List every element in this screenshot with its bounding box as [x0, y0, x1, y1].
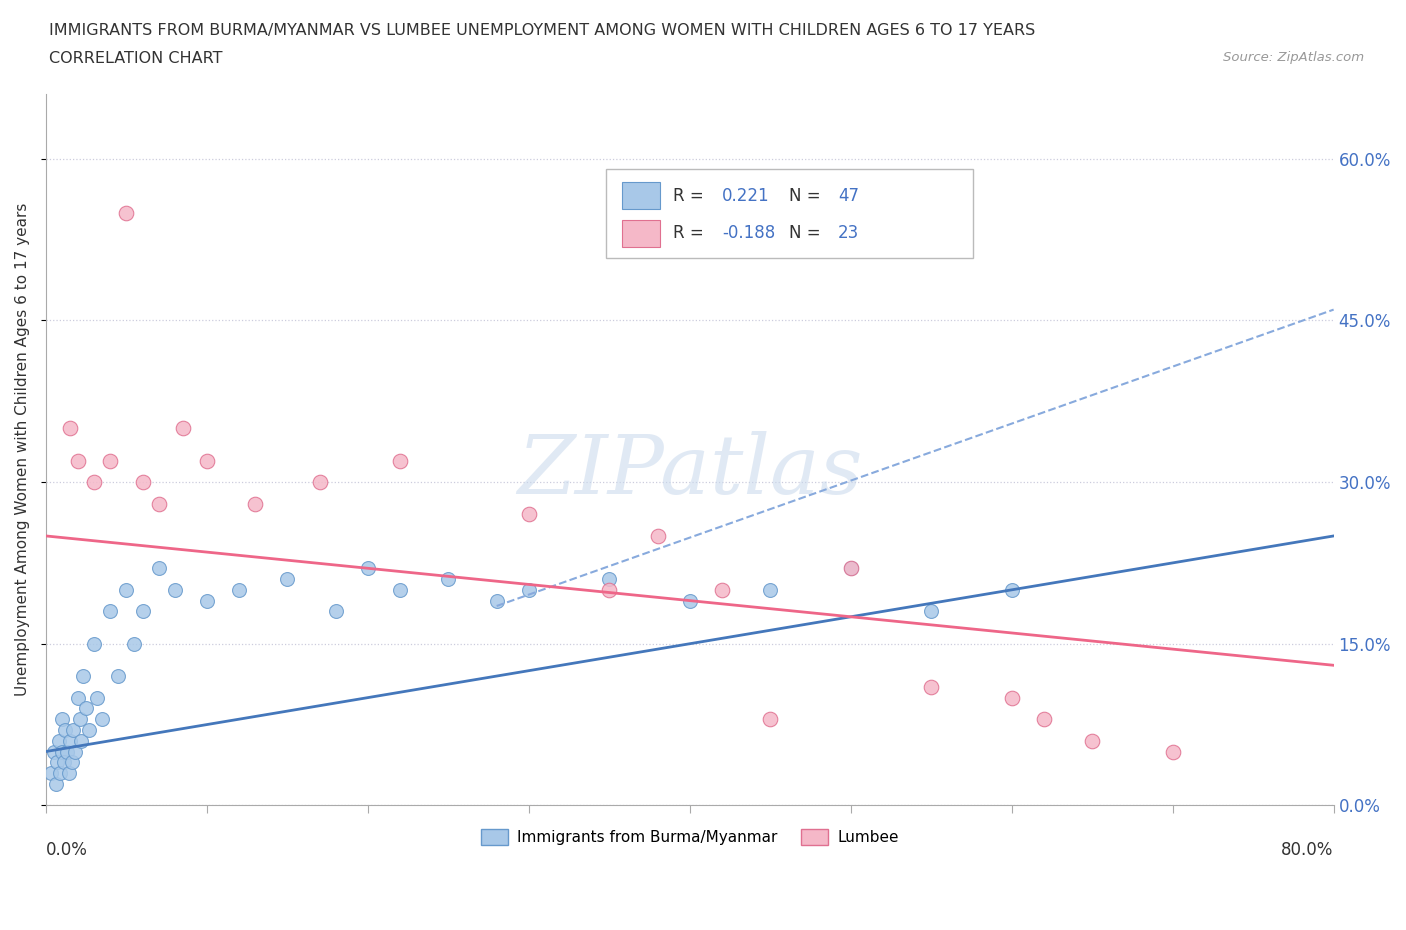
- Point: [56, 744, 79, 759]
- Point: [75, 701, 97, 716]
- Point: [308, 474, 330, 489]
- Point: [276, 572, 298, 587]
- Text: R =: R =: [673, 224, 709, 243]
- Point: [228, 582, 250, 597]
- Point: [39, 765, 62, 780]
- Point: [1161, 744, 1184, 759]
- Point: [172, 420, 194, 435]
- Point: [51, 744, 73, 759]
- Point: [124, 636, 146, 651]
- Point: [647, 528, 669, 543]
- Point: [45, 777, 67, 791]
- Point: [62, 723, 84, 737]
- Point: [52, 755, 75, 770]
- Point: [79, 723, 101, 737]
- Point: [131, 474, 153, 489]
- Point: [389, 582, 412, 597]
- Point: [72, 669, 94, 684]
- Point: [245, 497, 267, 512]
- Text: 0.221: 0.221: [723, 187, 769, 205]
- Point: [839, 561, 862, 576]
- Point: [67, 690, 90, 705]
- Point: [131, 604, 153, 618]
- Text: ZIPatlas: ZIPatlas: [517, 432, 862, 512]
- Point: [53, 723, 76, 737]
- Text: -0.188: -0.188: [723, 224, 775, 243]
- Point: [920, 680, 942, 695]
- Point: [49, 765, 72, 780]
- Point: [679, 593, 702, 608]
- Point: [60, 755, 83, 770]
- Point: [83, 474, 105, 489]
- Point: [107, 669, 129, 684]
- Y-axis label: Unemployment Among Women with Children Ages 6 to 17 years: Unemployment Among Women with Children A…: [15, 203, 30, 697]
- Point: [115, 582, 138, 597]
- Point: [437, 572, 460, 587]
- Bar: [621, 182, 661, 209]
- Point: [759, 582, 782, 597]
- Point: [1032, 711, 1054, 726]
- Point: [389, 453, 412, 468]
- Point: [98, 453, 121, 468]
- Point: [920, 604, 942, 618]
- Point: [357, 561, 380, 576]
- Point: [59, 420, 82, 435]
- Text: 0.0%: 0.0%: [46, 841, 87, 859]
- Point: [86, 690, 108, 705]
- Text: N =: N =: [789, 224, 825, 243]
- Point: [163, 582, 186, 597]
- Point: [1001, 582, 1024, 597]
- Point: [58, 765, 80, 780]
- Text: 23: 23: [838, 224, 859, 243]
- Bar: [621, 220, 661, 247]
- Point: [325, 604, 347, 618]
- Legend: Immigrants from Burma/Myanmar, Lumbee: Immigrants from Burma/Myanmar, Lumbee: [475, 823, 905, 851]
- Text: CORRELATION CHART: CORRELATION CHART: [49, 51, 222, 66]
- Point: [70, 733, 93, 748]
- Point: [839, 561, 862, 576]
- Point: [195, 453, 218, 468]
- Point: [1001, 690, 1024, 705]
- Text: N =: N =: [789, 187, 825, 205]
- Text: 80.0%: 80.0%: [1281, 841, 1334, 859]
- Point: [98, 604, 121, 618]
- Text: 47: 47: [838, 187, 859, 205]
- Point: [46, 755, 69, 770]
- Point: [63, 744, 86, 759]
- Text: Source: ZipAtlas.com: Source: ZipAtlas.com: [1223, 51, 1364, 64]
- Point: [195, 593, 218, 608]
- Bar: [606, 168, 973, 258]
- Text: R =: R =: [673, 187, 709, 205]
- Point: [598, 582, 620, 597]
- Point: [51, 711, 73, 726]
- Point: [485, 593, 508, 608]
- Point: [69, 711, 91, 726]
- Point: [42, 744, 65, 759]
- Point: [67, 453, 90, 468]
- Point: [83, 636, 105, 651]
- Point: [91, 711, 114, 726]
- Point: [148, 497, 170, 512]
- Text: IMMIGRANTS FROM BURMA/MYANMAR VS LUMBEE UNEMPLOYMENT AMONG WOMEN WITH CHILDREN A: IMMIGRANTS FROM BURMA/MYANMAR VS LUMBEE …: [49, 23, 1035, 38]
- Point: [517, 582, 540, 597]
- Point: [1081, 733, 1104, 748]
- Point: [59, 733, 82, 748]
- Point: [115, 206, 138, 220]
- Point: [517, 507, 540, 522]
- Point: [711, 582, 734, 597]
- Point: [148, 561, 170, 576]
- Point: [48, 733, 70, 748]
- Point: [759, 711, 782, 726]
- Point: [598, 572, 620, 587]
